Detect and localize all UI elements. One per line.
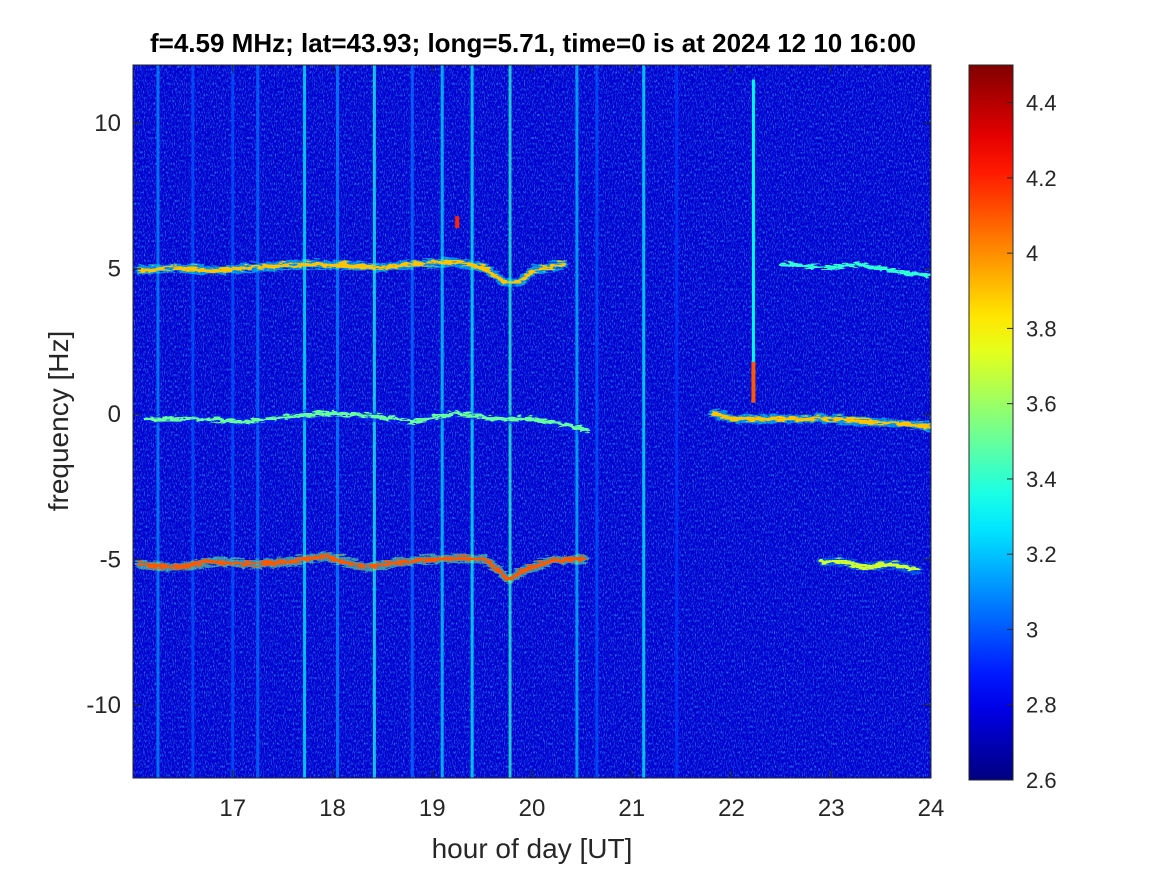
colorbar-tick-label: 3.8 <box>1026 316 1057 341</box>
vertical-stripe <box>675 65 679 778</box>
colorbar-tick-label: 3.2 <box>1026 542 1057 567</box>
trace-line <box>819 557 918 571</box>
colorbar-tick-label: 2.6 <box>1026 768 1057 793</box>
x-tick-label: 17 <box>219 795 246 822</box>
trace-line <box>779 260 931 277</box>
traces-layer <box>133 255 931 582</box>
colorbar-tick-label: 4.2 <box>1026 166 1057 191</box>
bright-points <box>455 216 460 229</box>
vertical-stripe <box>372 65 376 778</box>
vertical-stripe <box>595 65 599 778</box>
y-tick-label: -5 <box>100 547 121 574</box>
colorbar-tick-label: 3.4 <box>1026 467 1057 492</box>
x-tick-label: 18 <box>319 795 346 822</box>
x-tick-label: 21 <box>618 795 645 822</box>
x-tick-label: 24 <box>918 795 945 822</box>
colorbar-bar <box>968 64 1014 781</box>
trace-line <box>141 409 589 431</box>
trace-line <box>136 258 564 283</box>
x-tick-label: 20 <box>519 795 546 822</box>
colorbar-tick-label: 4 <box>1026 241 1038 266</box>
colorbar-tick-label: 3.6 <box>1026 392 1057 417</box>
y-tick-label: 10 <box>94 110 121 137</box>
colorbar-ticks: 4.4 4.2 4 3.8 3.6 3.4 3.2 3 2.8 2.6 <box>1007 91 1057 793</box>
x-tick-label: 22 <box>718 795 745 822</box>
trace-line <box>709 409 931 428</box>
x-tick-label: 23 <box>818 795 845 822</box>
colorbar-tick-label: 4.4 <box>1026 91 1057 116</box>
x-tick-label: 19 <box>419 795 446 822</box>
vertical-stripe <box>440 65 444 778</box>
y-tick-label: -10 <box>86 692 121 719</box>
y-tick-label: 5 <box>108 256 121 283</box>
y-axis: 10 5 0 -5 -10 <box>86 110 931 719</box>
vertical-stripe <box>470 65 474 778</box>
vertical-stripe <box>575 65 579 778</box>
chart-title: f=4.59 MHz; lat=43.93; long=5.71, time=0… <box>150 28 916 58</box>
vertical-stripe <box>642 65 646 778</box>
vertical-stripe <box>303 65 307 778</box>
y-tick-label: 0 <box>108 401 121 428</box>
x-axis-label: hour of day [UT] <box>432 833 633 864</box>
vertical-stripe <box>335 65 339 778</box>
colorbar-tick-label: 3 <box>1026 617 1038 642</box>
bright-point <box>455 216 460 229</box>
plot-area <box>133 65 931 778</box>
colorbar: 4.4 4.2 4 3.8 3.6 3.4 3.2 3 2.8 2.6 <box>968 64 1057 793</box>
colorbar-tick-label: 2.8 <box>1026 693 1057 718</box>
y-axis-label: frequency [Hz] <box>43 331 74 512</box>
x-axis: 17 18 19 20 21 22 23 24 <box>219 65 944 822</box>
trace-line <box>136 551 584 580</box>
